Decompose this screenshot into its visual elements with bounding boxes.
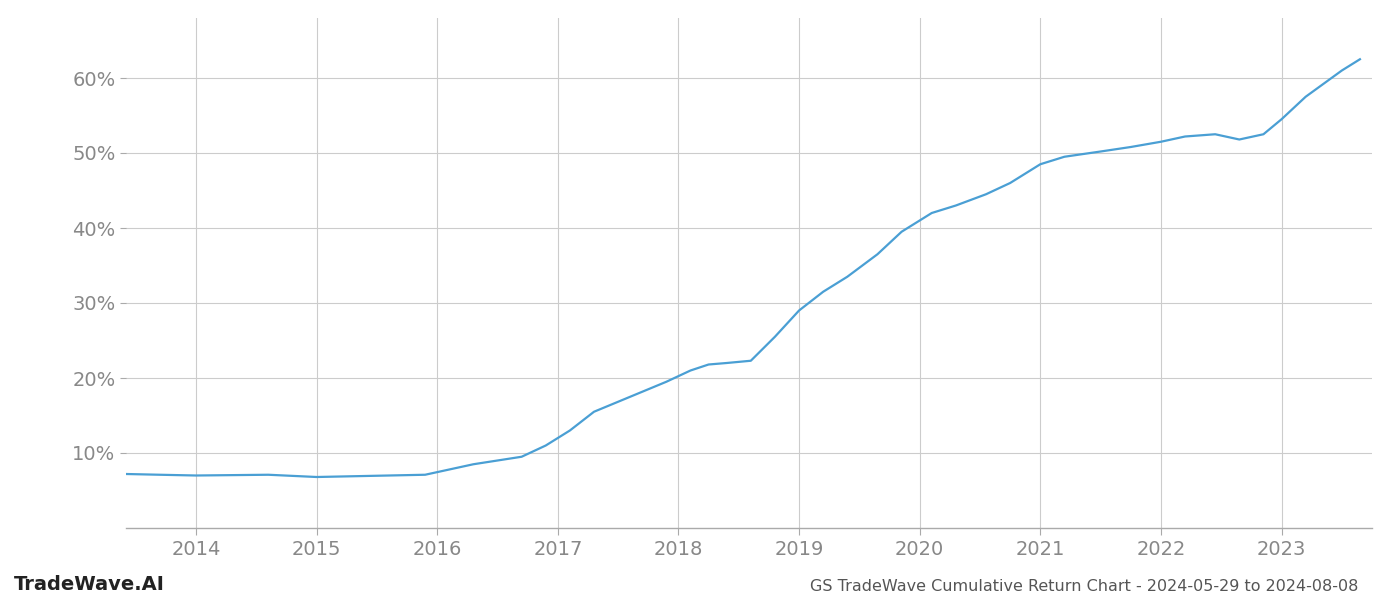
Text: GS TradeWave Cumulative Return Chart - 2024-05-29 to 2024-08-08: GS TradeWave Cumulative Return Chart - 2… (809, 579, 1358, 594)
Text: TradeWave.AI: TradeWave.AI (14, 575, 165, 594)
